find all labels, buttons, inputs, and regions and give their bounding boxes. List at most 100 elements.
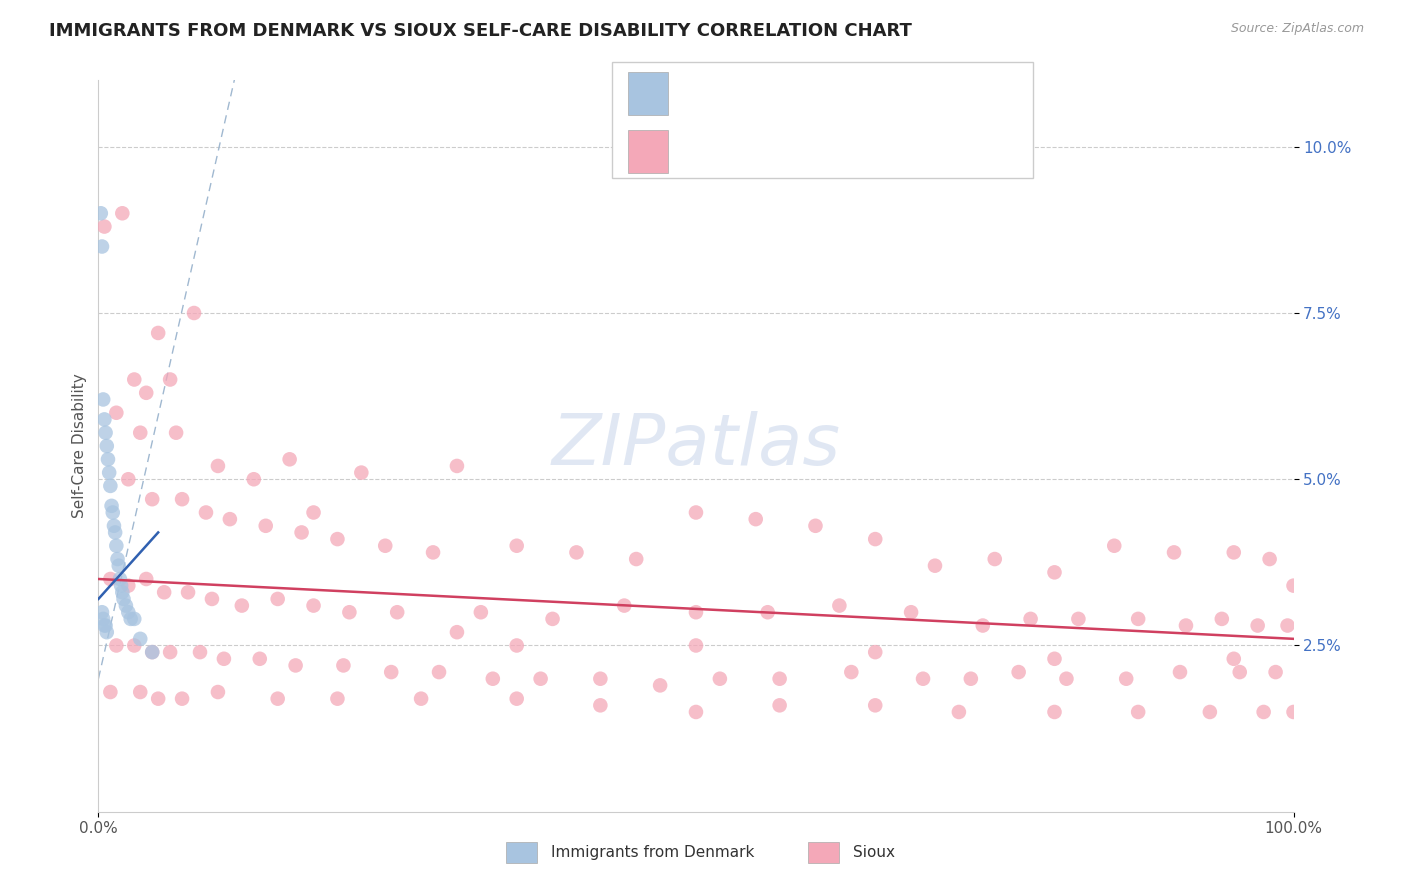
Point bbox=[93, 618, 115, 632]
Point bbox=[135, 385, 157, 400]
Point bbox=[129, 425, 152, 440]
Point bbox=[1019, 612, 1042, 626]
Point bbox=[94, 618, 117, 632]
Point bbox=[110, 579, 132, 593]
Point bbox=[1128, 612, 1150, 626]
Point bbox=[90, 206, 112, 220]
Point bbox=[446, 625, 468, 640]
Point bbox=[374, 539, 396, 553]
Point bbox=[120, 612, 142, 626]
Point bbox=[900, 605, 922, 619]
Point bbox=[960, 672, 983, 686]
Text: R = -0.148   N= 116: R = -0.148 N= 116 bbox=[685, 137, 868, 155]
Point bbox=[1199, 705, 1222, 719]
Point bbox=[267, 591, 290, 606]
Point bbox=[129, 685, 152, 699]
Point bbox=[91, 605, 114, 619]
Point bbox=[107, 552, 129, 566]
Point bbox=[124, 612, 146, 626]
Point bbox=[129, 632, 152, 646]
Point bbox=[141, 645, 163, 659]
Point bbox=[96, 625, 118, 640]
Point bbox=[427, 665, 450, 679]
Point bbox=[1175, 618, 1198, 632]
Point bbox=[380, 665, 402, 679]
Point bbox=[865, 532, 887, 546]
Point bbox=[302, 599, 325, 613]
Point bbox=[685, 506, 707, 520]
Point bbox=[589, 672, 612, 686]
Point bbox=[589, 698, 612, 713]
Point bbox=[745, 512, 768, 526]
Point bbox=[1043, 705, 1066, 719]
Point bbox=[267, 691, 290, 706]
Point bbox=[195, 506, 218, 520]
Point bbox=[1247, 618, 1270, 632]
Point bbox=[685, 705, 707, 719]
Text: Source: ZipAtlas.com: Source: ZipAtlas.com bbox=[1230, 22, 1364, 36]
Point bbox=[159, 372, 181, 386]
Point bbox=[104, 525, 127, 540]
Point bbox=[111, 585, 134, 599]
Point bbox=[339, 605, 361, 619]
Point bbox=[124, 639, 146, 653]
Point bbox=[506, 639, 529, 653]
Point bbox=[446, 458, 468, 473]
Point bbox=[177, 585, 200, 599]
Point bbox=[201, 591, 224, 606]
Point bbox=[506, 539, 529, 553]
Point bbox=[769, 698, 792, 713]
Point bbox=[148, 691, 170, 706]
Point bbox=[91, 392, 114, 407]
Point bbox=[1211, 612, 1233, 626]
Point bbox=[1104, 539, 1126, 553]
Point bbox=[685, 639, 707, 653]
Point bbox=[112, 591, 135, 606]
Point bbox=[613, 599, 636, 613]
Point bbox=[541, 612, 564, 626]
Text: Sioux: Sioux bbox=[853, 845, 896, 860]
Text: ZIP​atlas: ZIP​atlas bbox=[551, 411, 841, 481]
Point bbox=[1128, 705, 1150, 719]
Point bbox=[1277, 618, 1299, 632]
Point bbox=[302, 506, 325, 520]
Point bbox=[626, 552, 648, 566]
Point bbox=[249, 652, 271, 666]
Point bbox=[1008, 665, 1031, 679]
Point bbox=[924, 558, 946, 573]
Point bbox=[422, 545, 444, 559]
Point bbox=[135, 572, 157, 586]
Point bbox=[91, 612, 114, 626]
Point bbox=[188, 645, 211, 659]
Point bbox=[506, 691, 529, 706]
Point bbox=[470, 605, 492, 619]
Point bbox=[96, 439, 118, 453]
Point bbox=[97, 452, 120, 467]
Point bbox=[411, 691, 433, 706]
Point bbox=[93, 412, 115, 426]
Point bbox=[115, 599, 138, 613]
Point bbox=[93, 219, 115, 234]
Point bbox=[948, 705, 970, 719]
Point bbox=[183, 306, 205, 320]
Point bbox=[172, 492, 194, 507]
Point bbox=[98, 572, 122, 586]
Point bbox=[159, 645, 181, 659]
Point bbox=[332, 658, 354, 673]
Point bbox=[94, 425, 117, 440]
Point bbox=[101, 506, 124, 520]
Point bbox=[172, 691, 194, 706]
Point bbox=[565, 545, 588, 559]
Point bbox=[1223, 545, 1246, 559]
Point bbox=[107, 558, 129, 573]
Point bbox=[1282, 579, 1305, 593]
Point bbox=[326, 532, 349, 546]
Point bbox=[1264, 665, 1286, 679]
Point bbox=[103, 518, 125, 533]
Point bbox=[972, 618, 994, 632]
Point bbox=[117, 605, 139, 619]
Point bbox=[350, 466, 373, 480]
Text: IMMIGRANTS FROM DENMARK VS SIOUX SELF-CARE DISABILITY CORRELATION CHART: IMMIGRANTS FROM DENMARK VS SIOUX SELF-CA… bbox=[49, 22, 912, 40]
Point bbox=[828, 599, 851, 613]
Point bbox=[1229, 665, 1251, 679]
